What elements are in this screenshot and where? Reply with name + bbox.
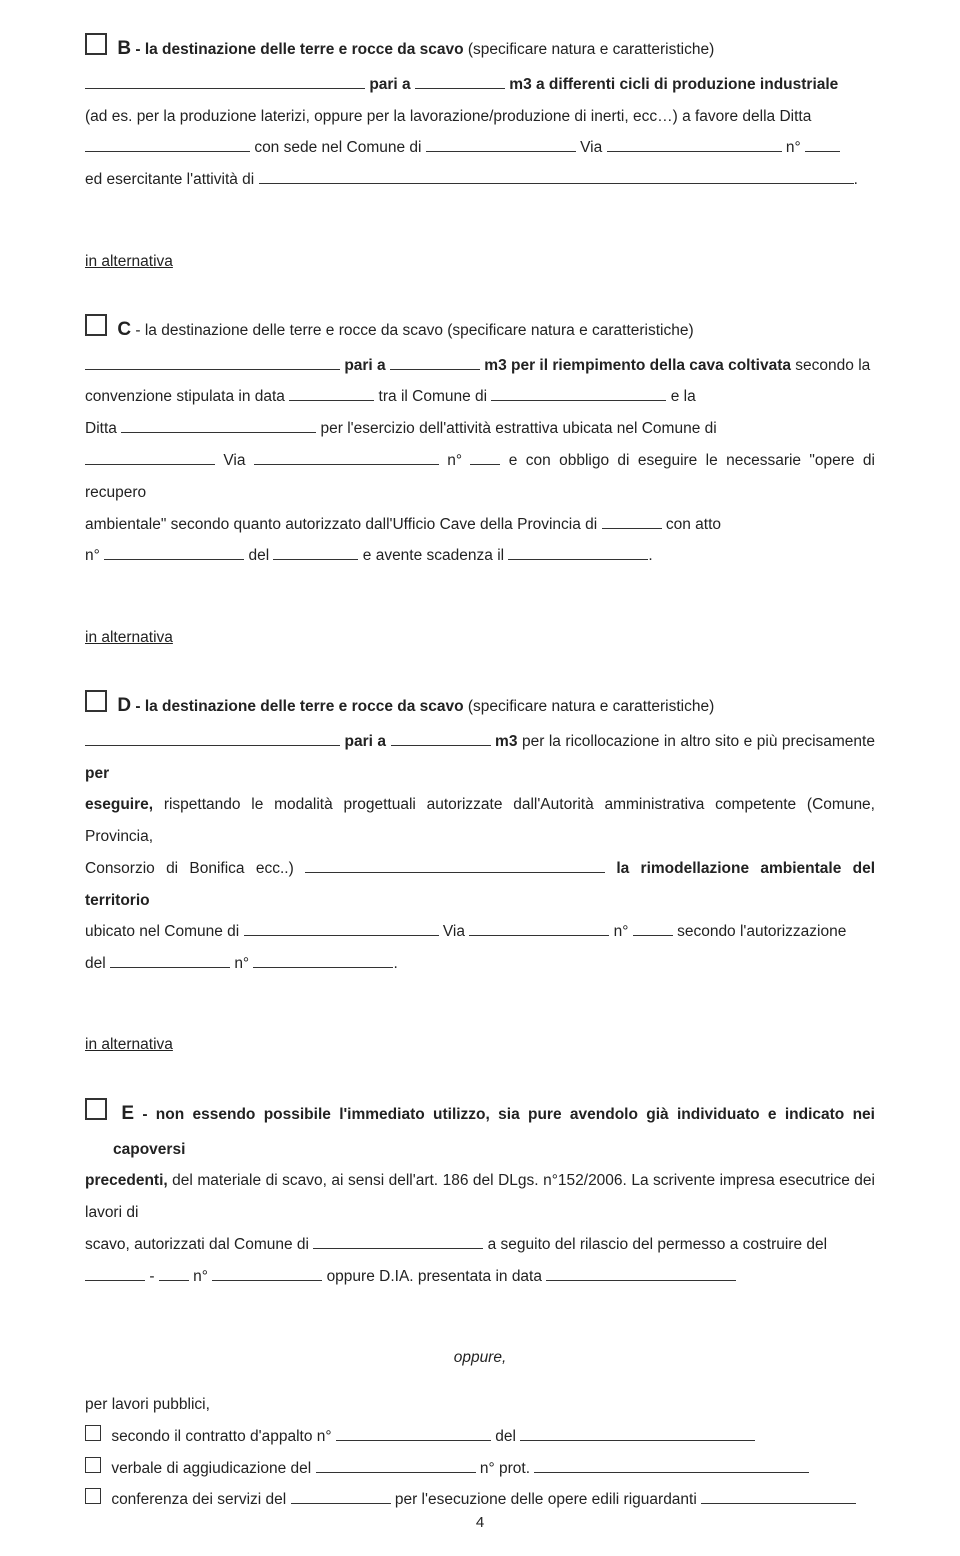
text: (specificare natura e caratteristiche) (447, 322, 693, 339)
text: secondo la (791, 357, 870, 374)
text: tra il Comune di (379, 388, 492, 405)
text: scavo, autorizzati dal Comune di (85, 1236, 313, 1253)
text: Via (580, 139, 602, 156)
section-e: E - non essendo possibile l'immediato ut… (85, 1095, 875, 1293)
text: rispettando le modalità progettuali auto… (85, 796, 875, 845)
checkbox-verbale[interactable] (85, 1457, 101, 1473)
text: m3 a differenti cicli di produzione indu… (509, 76, 838, 93)
text: n° (85, 547, 100, 564)
text: per la ricollocazione in altro sito (522, 733, 739, 750)
text: n° (234, 955, 249, 972)
footer-block: per lavori pubblici, secondo il contratt… (85, 1389, 875, 1516)
text: del materiale di scavo, ai sensi dell'ar… (85, 1172, 875, 1221)
text: a seguito del rilascio del permesso a co… (488, 1236, 827, 1253)
checkbox-e[interactable] (85, 1098, 107, 1120)
text: - la destinazione delle terre e rocce da… (135, 41, 468, 58)
text: n° (786, 139, 801, 156)
text: conferenza dei servizi del (111, 1491, 290, 1508)
checkbox-contract[interactable] (85, 1425, 101, 1441)
page-number: 4 (0, 1508, 960, 1539)
text: precedenti, (85, 1172, 168, 1189)
text: (specificare natura e caratteristiche) (468, 41, 714, 58)
text: per l'esercizio dell'attività estrattiva… (321, 420, 717, 437)
text: pari a (369, 76, 410, 93)
text: m3 per il riempimento della cava coltiva… (484, 357, 791, 374)
checkbox-conferenza[interactable] (85, 1488, 101, 1504)
text: e più precisamente (739, 733, 875, 750)
text: pari a (344, 357, 385, 374)
letter-d: D (117, 695, 131, 716)
checkbox-c[interactable] (85, 314, 107, 336)
text: Via (223, 452, 245, 469)
text: per (85, 765, 109, 782)
text: secondo il contratto d'appalto n° (111, 1428, 331, 1445)
text: n° (614, 923, 629, 940)
text: Ditta (85, 420, 117, 437)
letter-c: C (117, 319, 131, 340)
text: con atto (666, 516, 721, 533)
text: m3 (495, 733, 522, 750)
text: (ad es. per la produzione laterizi, oppu… (85, 108, 811, 125)
checkbox-d[interactable] (85, 690, 107, 712)
text: ambientale" secondo quanto autorizzato d… (85, 516, 602, 533)
letter-e: E (121, 1103, 134, 1124)
document-page: B - la destinazione delle terre e rocce … (0, 0, 960, 1556)
text: del (85, 955, 106, 972)
text: n° (193, 1268, 208, 1285)
oppure-label: oppure, (85, 1342, 875, 1374)
in-alternativa-2: in alternativa (85, 622, 875, 654)
text: verbale di aggiudicazione del (111, 1460, 315, 1477)
text: ubicato nel Comune di (85, 923, 239, 940)
text: - la destinazione delle terre e rocce da… (135, 322, 447, 339)
text: oppure D.IA. presentata in data (327, 1268, 547, 1285)
text: - la destinazione delle terre e rocce da… (135, 698, 468, 715)
text: secondo l'autorizzazione (677, 923, 846, 940)
section-d: D - la destinazione delle terre e rocce … (85, 687, 875, 980)
text: e avente scadenza il (363, 547, 509, 564)
text: del (495, 1428, 516, 1445)
in-alternativa-1: in alternativa (85, 246, 875, 278)
text: Via (443, 923, 465, 940)
text: del (248, 547, 269, 564)
text: e la (671, 388, 696, 405)
text: - (149, 1268, 154, 1285)
text: eseguire, (85, 796, 153, 813)
text: - non essendo possibile l'immediato util… (113, 1106, 875, 1158)
text: n° prot. (480, 1460, 534, 1477)
text: per lavori pubblici, (85, 1389, 875, 1421)
text: Consorzio di Bonifica ecc..) (85, 860, 305, 877)
text: pari a (345, 733, 387, 750)
section-b: B - la destinazione delle terre e rocce … (85, 30, 875, 196)
section-c: C - la destinazione delle terre e rocce … (85, 311, 875, 572)
text: convenzione stipulata in data (85, 388, 285, 405)
text: per l'esecuzione delle opere edili rigua… (395, 1491, 697, 1508)
in-alternativa-3: in alternativa (85, 1029, 875, 1061)
text: n° (447, 452, 462, 469)
checkbox-b[interactable] (85, 33, 107, 55)
text: (specificare natura e caratteristiche) (468, 698, 714, 715)
text: ed esercitante l'attività di (85, 171, 259, 188)
text: con sede nel Comune di (254, 139, 425, 156)
letter-b: B (117, 38, 131, 59)
